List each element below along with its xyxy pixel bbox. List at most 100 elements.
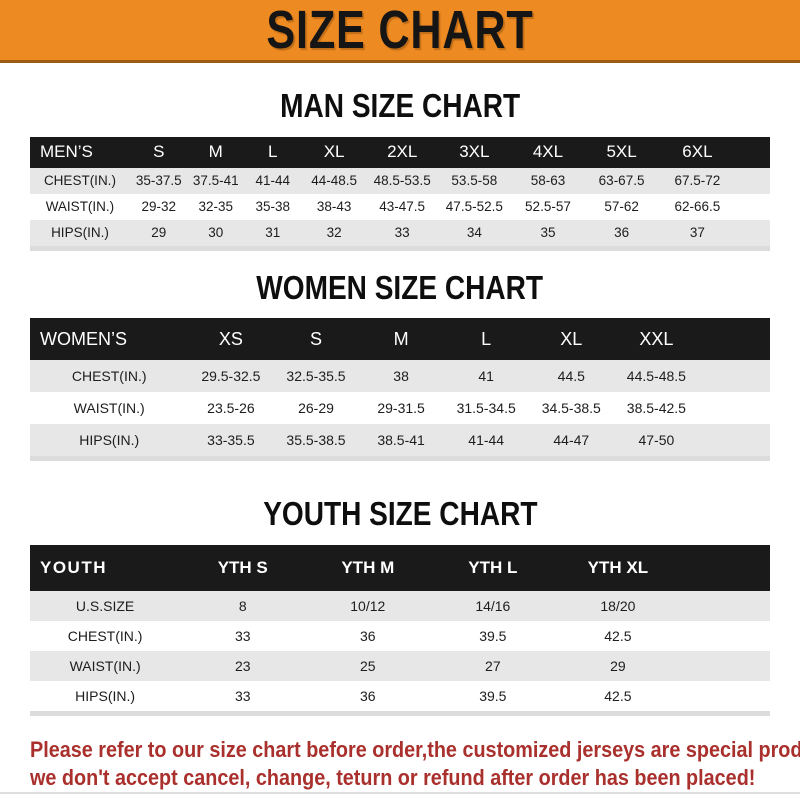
size-cell: 29 <box>555 650 681 681</box>
youth-chest-row: CHEST(IN.) 33 36 39.5 42.5 <box>30 620 770 651</box>
men-corner-label: MEN’S <box>30 136 130 168</box>
women-header-row: WOMEN’S XS S M L XL XXL <box>30 318 770 361</box>
size-column-header: 4XL <box>510 136 585 168</box>
size-cell: 33 <box>180 620 306 651</box>
size-cell: 57-62 <box>584 193 659 220</box>
youth-waist-row: WAIST(IN.) 23 25 27 29 <box>30 650 770 681</box>
man-heading-text: MAN SIZE CHART <box>280 87 520 124</box>
women-section-heading: WOMEN SIZE CHART <box>0 268 800 306</box>
size-cell: 34.5-38.5 <box>528 392 614 425</box>
size-column-header: XL <box>528 318 614 361</box>
women-waist-row: WAIST(IN.) 23.5-26 26-29 29-31.5 31.5-34… <box>30 392 770 425</box>
size-cell: 48.5-53.5 <box>366 167 438 194</box>
row-label: CHEST(IN.) <box>30 360 189 393</box>
size-cell: 35 <box>510 219 585 249</box>
size-cell: 31.5-34.5 <box>443 392 529 425</box>
size-cell: 30 <box>187 219 244 249</box>
size-cell: 23 <box>180 650 306 681</box>
size-cell: 39.5 <box>430 620 556 651</box>
youth-header-row: YOUTH YTH S YTH M YTH L YTH XL <box>30 544 770 591</box>
size-cell: 53.5-58 <box>437 167 511 194</box>
youth-ussize-row: U.S.SIZE 8 10/12 14/16 18/20 <box>30 590 770 621</box>
women-corner-label: WOMEN’S <box>30 318 189 361</box>
size-cell: 10/12 <box>305 590 431 621</box>
size-cell: 43-47.5 <box>366 193 438 220</box>
size-column-header: 2XL <box>366 136 438 168</box>
bottom-divider <box>0 792 800 794</box>
size-cell: 38-43 <box>301 193 367 220</box>
row-label: WAIST(IN.) <box>30 193 130 220</box>
row-label: WAIST(IN.) <box>30 650 181 681</box>
size-cell: 37.5-41 <box>187 167 244 194</box>
row-label: U.S.SIZE <box>30 590 181 621</box>
size-cell: 14/16 <box>430 590 556 621</box>
size-cell: 8 <box>180 590 306 621</box>
size-cell: 33-35.5 <box>188 424 274 459</box>
size-cell: 38 <box>358 360 444 393</box>
youth-hips-row: HIPS(IN.) 33 36 39.5 42.5 <box>30 680 770 714</box>
size-cell: 32.5-35.5 <box>273 360 359 393</box>
men-waist-row: WAIST(IN.) 29-32 32-35 35-38 38-43 43-47… <box>30 193 770 220</box>
size-cell: 44.5 <box>528 360 614 393</box>
size-cell: 26-29 <box>273 392 359 425</box>
spacer-cell <box>736 136 770 168</box>
size-cell: 36 <box>584 219 659 249</box>
youth-heading-text: YOUTH SIZE CHART <box>262 495 538 533</box>
size-cell: 32-35 <box>187 193 244 220</box>
size-cell: 29-31.5 <box>358 392 444 425</box>
size-cell: 23.5-26 <box>188 392 274 425</box>
size-cell: 31 <box>243 219 302 249</box>
size-cell: 63-67.5 <box>584 167 659 194</box>
size-cell: 58-63 <box>510 167 585 194</box>
size-cell: 29.5-32.5 <box>188 360 274 393</box>
spacer-cell <box>698 318 770 361</box>
spacer-cell <box>736 167 770 194</box>
spacer-cell <box>736 193 770 220</box>
size-cell: 35.5-38.5 <box>273 424 359 459</box>
row-label: WAIST(IN.) <box>30 392 189 425</box>
row-label: CHEST(IN.) <box>30 620 181 651</box>
size-cell: 38.5-42.5 <box>613 392 699 425</box>
row-label: HIPS(IN.) <box>30 219 130 249</box>
size-cell: 29 <box>129 219 188 249</box>
size-cell: 25 <box>305 650 431 681</box>
man-section-heading: MAN SIZE CHART <box>0 87 800 124</box>
youth-section-heading: YOUTH SIZE CHART <box>0 497 800 532</box>
size-cell: 35-38 <box>243 193 302 220</box>
women-heading-text: WOMEN SIZE CHART <box>256 268 544 306</box>
spacer-cell <box>736 219 770 249</box>
size-cell: 67.5-72 <box>658 167 737 194</box>
size-column-header: XXL <box>613 318 699 361</box>
size-cell: 35-37.5 <box>129 167 188 194</box>
size-cell: 36 <box>305 620 431 651</box>
size-cell: 33 <box>180 680 306 714</box>
size-cell: 32 <box>301 219 367 249</box>
size-cell: 62-66.5 <box>658 193 737 220</box>
size-cell: 41-44 <box>243 167 302 194</box>
spacer-cell <box>680 680 770 714</box>
size-cell: 47-50 <box>613 424 699 459</box>
spacer-cell <box>680 650 770 681</box>
men-chest-row: CHEST(IN.) 35-37.5 37.5-41 41-44 44-48.5… <box>30 167 770 194</box>
page-title: SIZE CHART <box>266 0 534 60</box>
title-banner: SIZE CHART <box>0 0 800 63</box>
size-column-header: M <box>187 136 244 168</box>
size-cell: 52.5-57 <box>510 193 585 220</box>
row-label: HIPS(IN.) <box>30 424 189 459</box>
spacer-cell <box>698 392 770 425</box>
size-cell: 18/20 <box>555 590 681 621</box>
size-cell: 38.5-41 <box>358 424 444 459</box>
size-cell: 34 <box>437 219 511 249</box>
size-cell: 42.5 <box>555 620 681 651</box>
men-header-row: MEN’S S M L XL 2XL 3XL 4XL 5XL 6XL <box>30 136 770 168</box>
size-cell: 29-32 <box>129 193 188 220</box>
size-cell: 33 <box>366 219 438 249</box>
size-cell: 39.5 <box>430 680 556 714</box>
spacer-cell <box>680 544 770 591</box>
size-column-header: XS <box>188 318 274 361</box>
disclaimer-line-2: we don't accept cancel, change, teturn o… <box>30 764 756 790</box>
size-column-header: 3XL <box>437 136 511 168</box>
size-column-header: M <box>358 318 444 361</box>
size-cell: 44-48.5 <box>301 167 367 194</box>
